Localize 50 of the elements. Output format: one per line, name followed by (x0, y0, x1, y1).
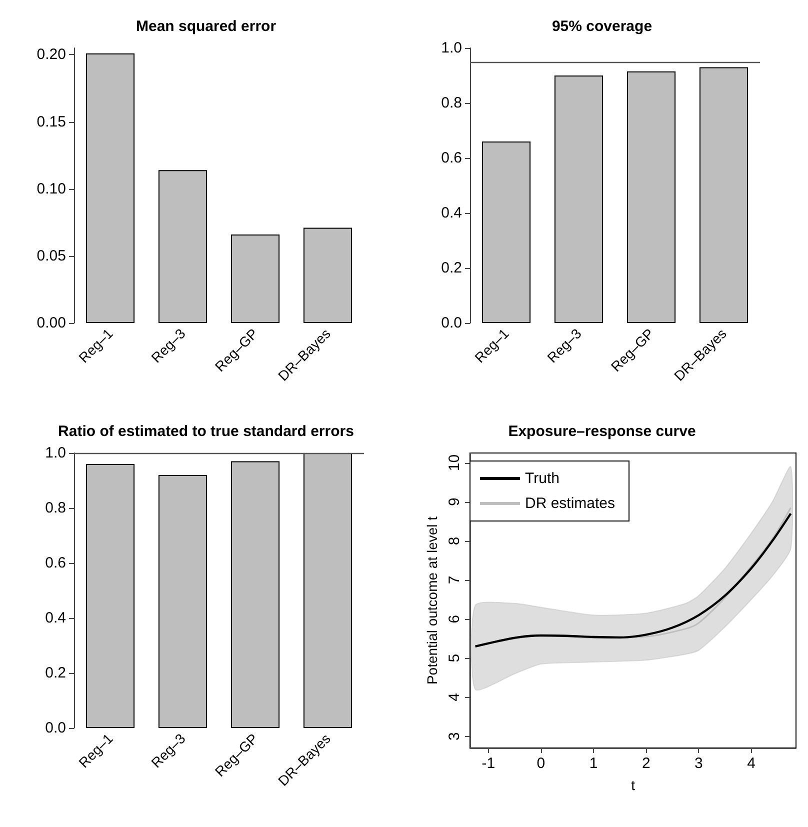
y-tick-label: 0.8 (441, 94, 462, 112)
y-tick-label: 9 (446, 498, 463, 506)
chart-title: Mean squared error (136, 18, 276, 35)
x-tick-label: 1 (589, 755, 598, 772)
y-tick-label: 4 (446, 693, 463, 702)
bar (699, 67, 748, 323)
y-tick-label: 1.0 (441, 40, 462, 56)
x-tick-label: 3 (694, 755, 703, 772)
x-tick-label: 4 (747, 755, 756, 772)
bar (626, 71, 676, 323)
y-tick-label: 5 (446, 654, 463, 662)
y-tick-label: 0.00 (36, 314, 66, 332)
legend-label: Truth (525, 470, 560, 487)
x-tick-label: 0 (536, 755, 546, 772)
y-tick-label: 7 (446, 576, 463, 584)
y-tick-label: 6 (446, 614, 463, 624)
bar (554, 76, 604, 323)
x-axis-title: t (631, 777, 636, 793)
chart-title: 95% coverage (552, 18, 652, 35)
y-tick-label: 0.6 (441, 150, 462, 166)
y-tick-label: 0.0 (45, 720, 66, 736)
y-tick-label: 0.05 (36, 247, 66, 264)
chart-title: Ratio of estimated to true standard errors (58, 423, 354, 440)
bar (230, 461, 280, 728)
y-tick-label: 0.6 (45, 554, 66, 572)
y-tick-label: 0.15 (36, 113, 66, 130)
y-tick-label: 0.20 (36, 46, 66, 64)
bar (86, 464, 135, 728)
bar (230, 234, 280, 323)
y-axis-title: Potential outcome at level t (424, 516, 440, 685)
y-tick-label: 0.10 (36, 180, 66, 198)
legend-label: DR estimates (525, 495, 616, 512)
bar (158, 170, 208, 323)
bar (158, 475, 208, 728)
chart-title: Exposure–response curve (508, 423, 696, 440)
y-tick-label: 0.4 (45, 610, 66, 626)
bar (303, 453, 352, 728)
y-tick-label: 8 (446, 536, 463, 546)
y-tick-label: 1.0 (45, 444, 66, 462)
y-tick-label: 0.2 (45, 664, 66, 682)
y-tick-label: 10 (446, 454, 463, 472)
bar (303, 228, 352, 323)
y-tick-label: 0.2 (441, 260, 462, 276)
x-tick-label: 2 (642, 755, 650, 772)
x-tick-label: -1 (482, 755, 496, 772)
y-tick-label: 0.0 (441, 314, 462, 332)
bar (86, 53, 135, 323)
bar (482, 142, 531, 323)
y-tick-label: 0.4 (441, 204, 462, 222)
y-tick-label: 0.8 (45, 500, 66, 516)
